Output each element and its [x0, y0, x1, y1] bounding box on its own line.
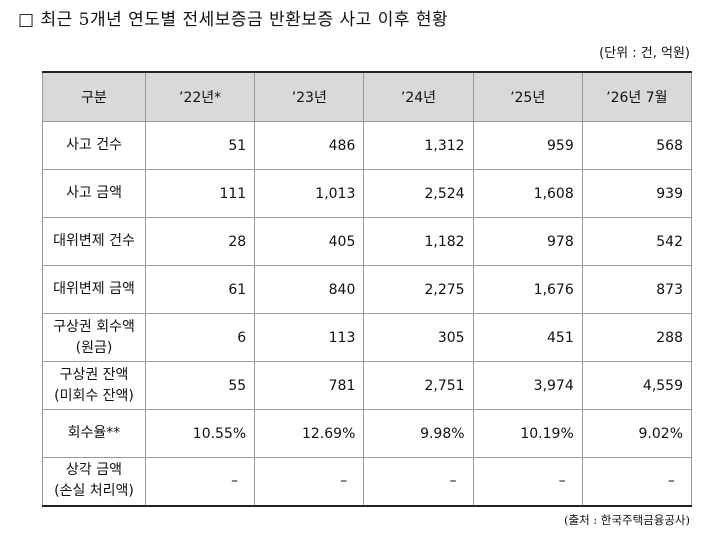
- table-cell: 6: [144, 313, 256, 362]
- table-cell: 486: [254, 121, 365, 170]
- table-cell: 111: [144, 169, 256, 218]
- row-label: 대위변제 건수: [42, 217, 146, 266]
- row-label: 회수율**: [42, 409, 146, 458]
- table-row: 구상권 회수액 (원금) 6 113 305 451 288: [42, 313, 693, 362]
- status-table: 구분 ’22년* ’23년 ’24년 ’25년 ’26년 7월 사고 건수 51…: [42, 71, 693, 507]
- table-cell: 3,974: [472, 361, 583, 410]
- page-title: □ 최근 5개년 연도별 전세보증금 반환보증 사고 이후 현황: [18, 10, 449, 30]
- table-cell: –: [581, 457, 693, 506]
- table-cell: 10.19%: [472, 409, 583, 458]
- table-cell: 1,013: [254, 169, 365, 218]
- table-cell: 939: [581, 169, 693, 218]
- table-row: 대위변제 금액 61 840 2,275 1,676 873: [42, 265, 693, 314]
- table-cell: 568: [581, 121, 693, 170]
- table-row: 사고 건수 51 486 1,312 959 568: [42, 121, 693, 170]
- table-row: 회수율** 10.55% 12.69% 9.98% 10.19% 9.02%: [42, 409, 693, 458]
- table-cell: –: [363, 457, 474, 506]
- table-cell: 61: [144, 265, 256, 314]
- table-cell: 288: [581, 313, 693, 362]
- table-cell: 405: [254, 217, 365, 266]
- table-cell: 12.69%: [254, 409, 365, 458]
- table-cell: 1,182: [363, 217, 474, 266]
- header-2026-jul: ’26년 7월: [581, 71, 693, 122]
- header-2024: ’24년: [363, 71, 474, 122]
- table-cell: –: [144, 457, 256, 506]
- table-cell: 9.02%: [581, 409, 693, 458]
- table-cell: –: [472, 457, 583, 506]
- table-cell: 873: [581, 265, 693, 314]
- table-cell: 51: [144, 121, 256, 170]
- table-row: 상각 금액 (손실 처리액) – – – – –: [42, 457, 693, 506]
- header-2022: ’22년*: [144, 71, 256, 122]
- table-cell: 959: [472, 121, 583, 170]
- table-cell: 781: [254, 361, 365, 410]
- table-cell: 542: [581, 217, 693, 266]
- table-cell: 4,559: [581, 361, 693, 410]
- table-cell: 1,608: [472, 169, 583, 218]
- table-row: 구상권 잔액 (미회수 잔액) 55 781 2,751 3,974 4,559: [42, 361, 693, 410]
- table-cell: 55: [144, 361, 256, 410]
- table-cell: 1,676: [472, 265, 583, 314]
- table-cell: 2,751: [363, 361, 474, 410]
- table-cell: 2,524: [363, 169, 474, 218]
- unit-note: (단위 : 건, 억원): [599, 46, 690, 61]
- row-label: 구상권 회수액 (원금): [42, 313, 146, 362]
- row-label: 사고 건수: [42, 121, 146, 170]
- header-2023: ’23년: [254, 71, 365, 122]
- header-2025: ’25년: [472, 71, 583, 122]
- table-cell: –: [254, 457, 365, 506]
- table-cell: 840: [254, 265, 365, 314]
- row-label: 구상권 잔액 (미회수 잔액): [42, 361, 146, 410]
- source-note: (출처 : 한국주택금융공사): [564, 513, 690, 527]
- table-cell: 113: [254, 313, 365, 362]
- row-label: 사고 금액: [42, 169, 146, 218]
- table-cell: 2,275: [363, 265, 474, 314]
- table-cell: 10.55%: [144, 409, 256, 458]
- table-row: 대위변제 건수 28 405 1,182 978 542: [42, 217, 693, 266]
- table-cell: 1,312: [363, 121, 474, 170]
- table-cell: 978: [472, 217, 583, 266]
- header-row: 구분 ’22년* ’23년 ’24년 ’25년 ’26년 7월: [42, 71, 693, 122]
- row-label: 상각 금액 (손실 처리액): [42, 457, 146, 506]
- table-cell: 305: [363, 313, 474, 362]
- table-cell: 28: [144, 217, 256, 266]
- row-label: 대위변제 금액: [42, 265, 146, 314]
- table-cell: 9.98%: [363, 409, 474, 458]
- header-category: 구분: [42, 71, 146, 122]
- table-row: 사고 금액 111 1,013 2,524 1,608 939: [42, 169, 693, 218]
- table-cell: 451: [472, 313, 583, 362]
